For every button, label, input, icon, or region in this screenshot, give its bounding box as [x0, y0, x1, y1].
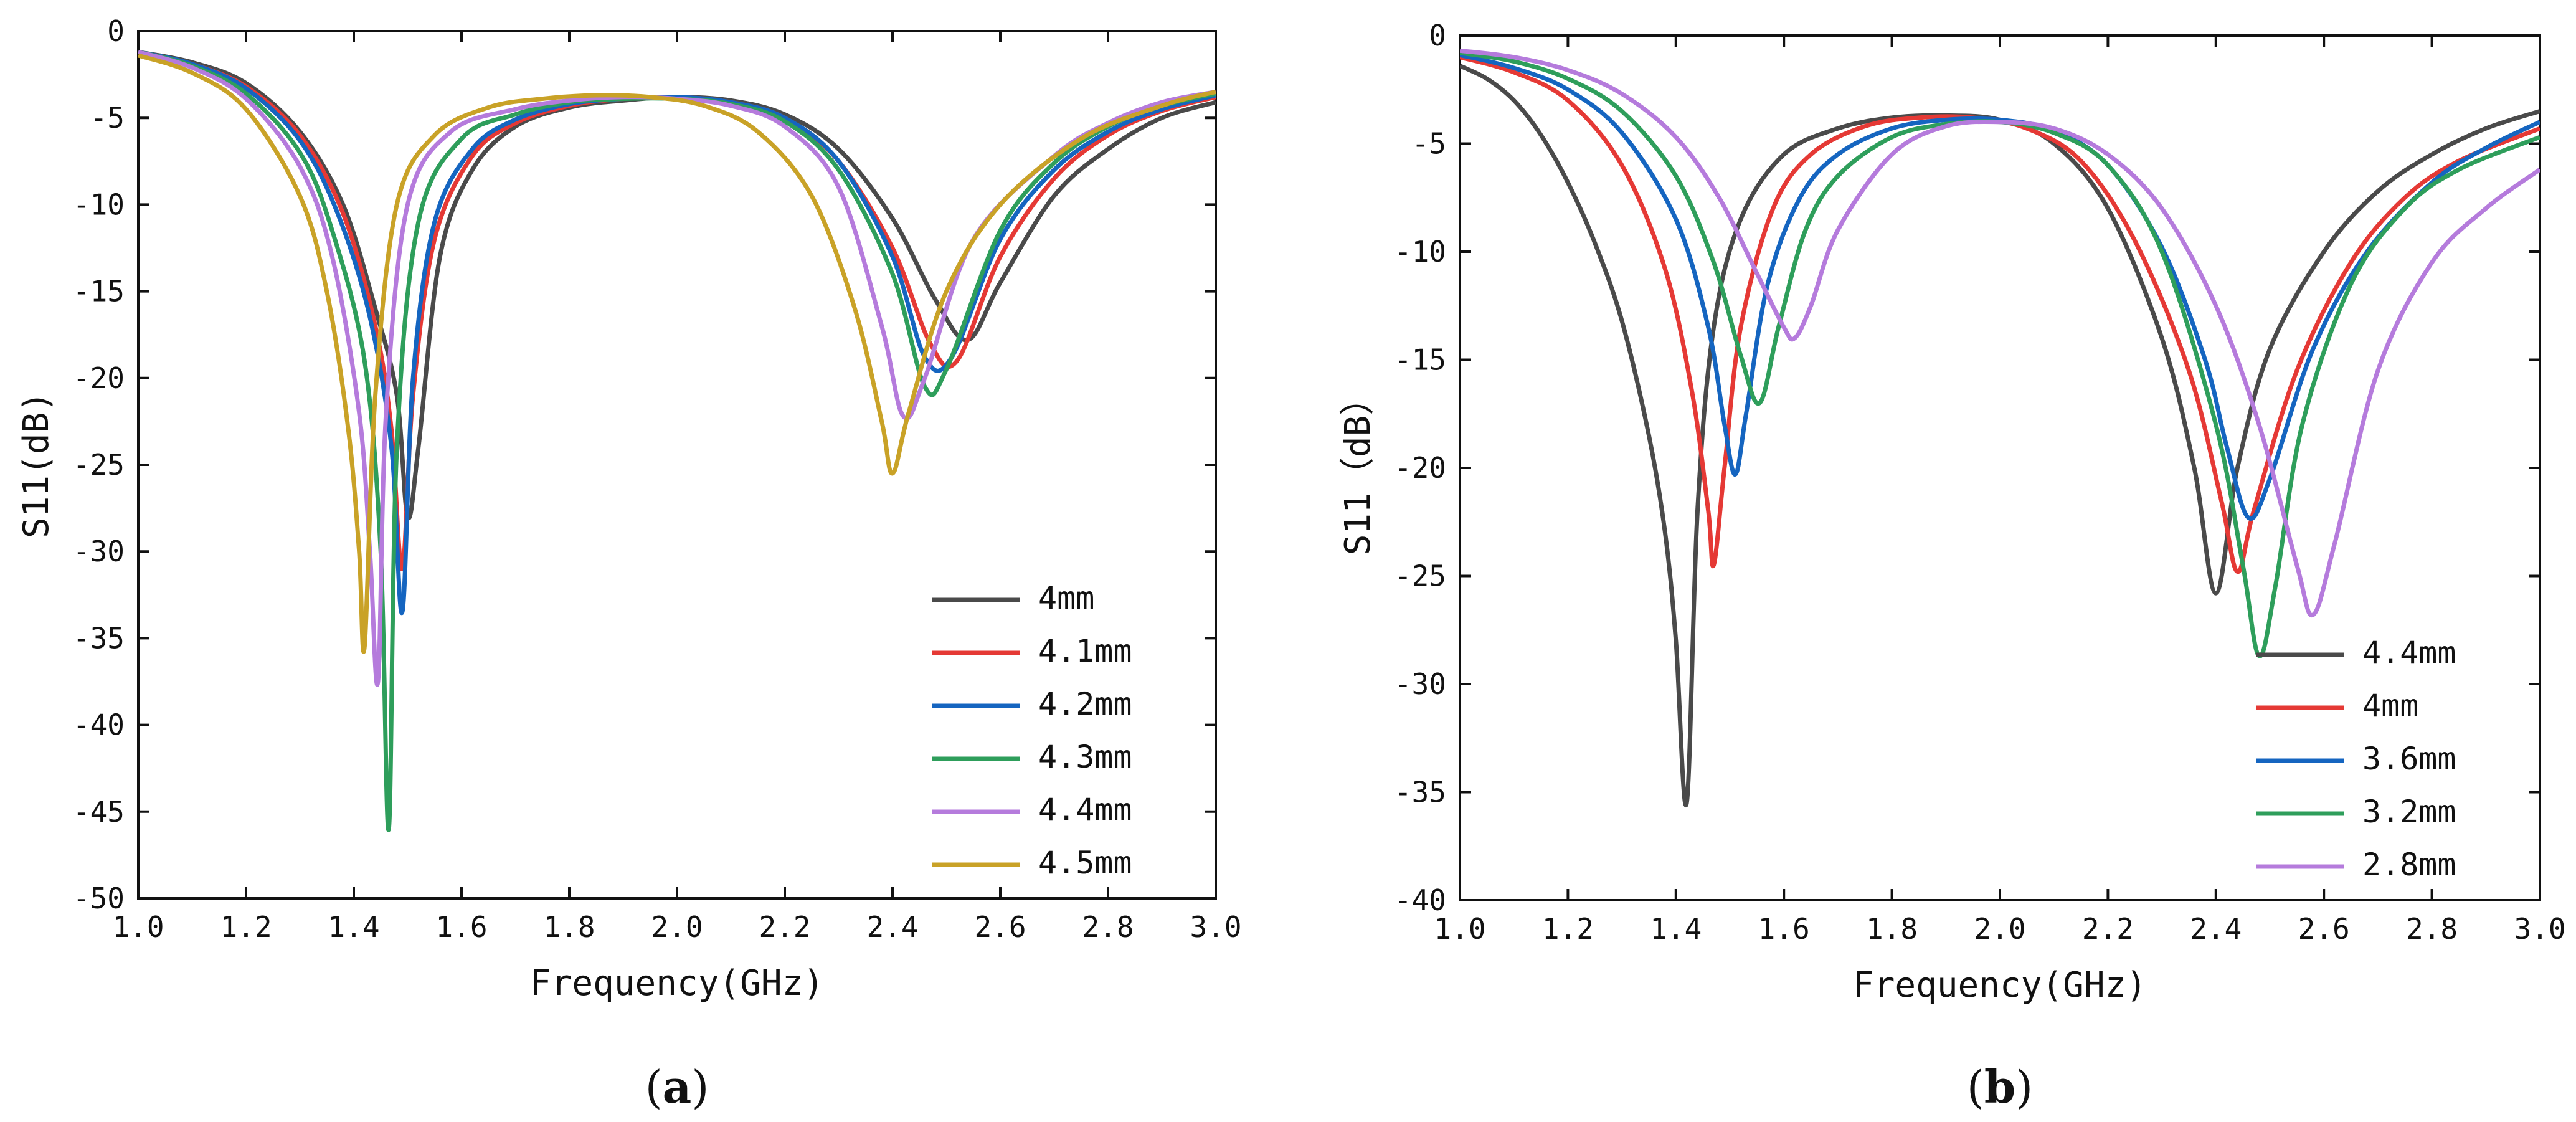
x-tick-label: 2.2 [759, 910, 810, 944]
x-tick-label: 1.4 [328, 910, 379, 944]
series-line-4-2mm [138, 49, 1216, 616]
caption-close: ) [691, 1061, 709, 1113]
series-line-4-3mm [138, 50, 1216, 832]
y-axis-label: S11(dB) [16, 391, 57, 538]
y-tick-label: -25 [1395, 559, 1446, 593]
legend-label: 4.5mm [1038, 845, 1132, 881]
chart-b-svg: 1.0 1.2 1.4 1.6 1.8 2.0 2.2 2.4 2.6 2.8 3.0 0 -5 -10 -… [1338, 19, 2566, 1113]
y-tick-label: -15 [73, 275, 125, 308]
x-tick-label: 1.8 [543, 910, 595, 944]
y-tick-label: -30 [1395, 667, 1446, 701]
y-tick-label: 0 [1429, 19, 1446, 52]
caption-letter: a [663, 1060, 692, 1113]
y-tick-label: -35 [1395, 776, 1446, 809]
series-line-4-4mm [138, 50, 1216, 687]
legend-label: 4.2mm [1038, 686, 1132, 722]
x-tick-label: 2.4 [2190, 912, 2242, 946]
series-line-3-2mm [1460, 50, 2540, 658]
panel-caption: (a) [645, 1060, 709, 1113]
legend-label: 4mm [1038, 580, 1094, 616]
y-tick-label: 0 [107, 14, 125, 48]
caption-letter: b [1984, 1060, 2015, 1113]
caption-open: ( [645, 1061, 663, 1113]
chart-panel-b: 1.0 1.2 1.4 1.6 1.8 2.0 2.2 2.4 2.6 2.8 3.0 0 -5 -10 -… [1288, 0, 2576, 1122]
x-tick-label: 3.0 [1190, 910, 1241, 944]
y-tick-label: -20 [1395, 451, 1446, 485]
caption-open: ( [1967, 1061, 1984, 1113]
y-tick-label: -15 [1395, 343, 1446, 377]
x-tick-label: 1.6 [435, 910, 487, 944]
x-tick-label: 1.2 [220, 910, 272, 944]
x-tick-label: 2.6 [974, 910, 1026, 944]
x-tick-label: 2.2 [2082, 912, 2134, 946]
y-tick-label: -5 [90, 101, 125, 135]
y-tick-label: -25 [73, 448, 125, 482]
y-tick-label: -35 [73, 621, 125, 655]
legend-label: 4mm [2362, 688, 2418, 724]
x-tick-label: 1.4 [1650, 912, 1702, 946]
legend-label: 4.3mm [1038, 739, 1132, 775]
x-tick-label: 1.0 [112, 910, 164, 944]
legend-label: 4.4mm [2362, 635, 2456, 671]
x-tick-label: 3.0 [2514, 912, 2565, 946]
y-tick-label: -40 [1395, 883, 1446, 917]
x-tick-label: 2.4 [866, 910, 918, 944]
x-tick-label: 1.0 [1434, 912, 1485, 946]
x-tick-label: 1.2 [1542, 912, 1594, 946]
series-line-4mm [138, 49, 1216, 521]
y-tick-label: -10 [73, 188, 125, 221]
chart-a-svg: 1.0 1.2 1.4 1.6 1.8 2.0 2.2 2.4 2.6 2.8 3.0 0 -5 -10 -… [16, 14, 1242, 1113]
y-axis-label: S11（dB） [1338, 381, 1378, 556]
x-tick-label: 2.6 [2298, 912, 2350, 946]
legend-label: 4.1mm [1038, 633, 1132, 669]
x-tick-label: 2.8 [2406, 912, 2458, 946]
series-line-2-8mm [1460, 48, 2540, 618]
y-tick-label: -10 [1395, 235, 1446, 269]
legend-label: 3.2mm [2362, 794, 2456, 830]
series-line-4-5mm [138, 53, 1216, 654]
y-tick-label: -50 [73, 882, 125, 915]
x-tick-label: 2.0 [651, 910, 703, 944]
caption-close: ) [2015, 1061, 2033, 1113]
x-axis-label: Frequency(GHz) [530, 963, 824, 1004]
series-line-4-4mm [1460, 64, 2540, 807]
x-tick-label: 1.8 [1866, 912, 1918, 946]
y-tick-label: -20 [73, 361, 125, 395]
y-tick-label: -5 [1412, 127, 1446, 161]
legend-label: 4.4mm [1038, 792, 1132, 828]
y-tick-label: -40 [73, 708, 125, 742]
x-tick-label: 2.0 [1974, 912, 2025, 946]
panel-caption: (b) [1967, 1060, 2034, 1113]
x-tick-label: 1.6 [1758, 912, 1810, 946]
x-axis-label: Frequency(GHz) [1853, 965, 2147, 1006]
legend-label: 3.6mm [2362, 741, 2456, 777]
y-tick-label: -45 [73, 795, 125, 829]
series-line-4mm [1460, 55, 2540, 574]
series-line-3-6mm [1460, 52, 2540, 521]
legend-label: 2.8mm [2362, 847, 2456, 883]
chart-panel-a: 1.0 1.2 1.4 1.6 1.8 2.0 2.2 2.4 2.6 2.8 3.0 0 -5 -10 -… [16, 14, 1242, 1113]
x-tick-label: 2.8 [1082, 910, 1134, 944]
y-tick-label: -30 [73, 535, 125, 568]
